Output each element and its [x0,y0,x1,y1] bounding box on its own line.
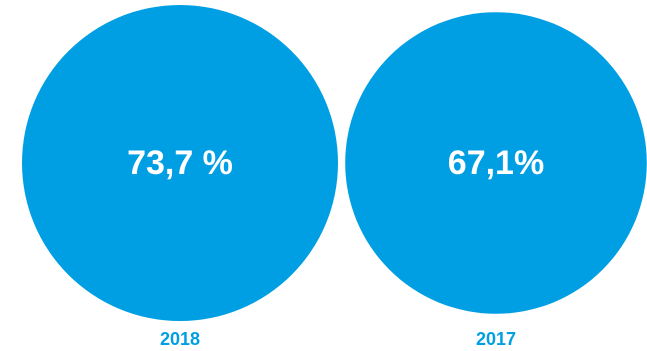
bubble-group-2018: 73,7 % 2018 [22,5,338,349]
bubble-2018 [22,5,338,321]
value-label-2017: 67,1% [448,144,544,182]
bubble-group-2017: 67,1% 2017 [345,12,647,349]
bubble-2017 [345,12,647,314]
year-label-2018: 2018 [160,329,200,349]
year-label-2017: 2017 [476,329,516,349]
value-label-2018: 73,7 % [127,144,233,182]
